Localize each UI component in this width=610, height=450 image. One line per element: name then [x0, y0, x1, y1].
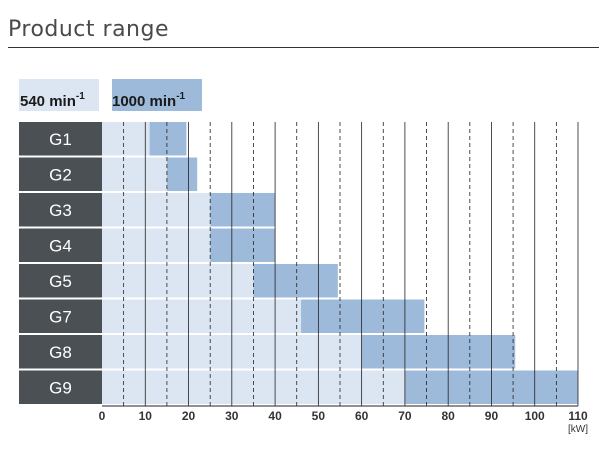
legend-swatch-1000	[112, 79, 202, 111]
bar-g7-series-1	[301, 299, 425, 333]
category-label-g7: G7	[49, 307, 72, 326]
page-title: Product range	[8, 17, 169, 42]
category-box-g2	[19, 157, 102, 191]
bar-g5-series-1	[253, 264, 338, 298]
tick-label-110: 110	[568, 409, 588, 423]
bar-g4-series-1	[210, 228, 276, 262]
category-label-g2: G2	[49, 165, 72, 184]
legend-label-1000: 1000 min-1	[112, 91, 186, 110]
category-box-g3	[19, 193, 102, 227]
category-box-g5	[19, 264, 102, 298]
bar-g4-series-0	[102, 228, 211, 262]
category-label-g9: G9	[49, 378, 72, 397]
tick-label-40: 40	[268, 409, 282, 423]
legend-label-1000-text: 1000 min	[112, 93, 177, 110]
tick-label-60: 60	[355, 409, 369, 423]
legend-swatch-540	[19, 79, 99, 111]
category-label-g1: G1	[49, 130, 72, 149]
category-box-g9	[19, 370, 102, 404]
category-box-g8	[19, 335, 102, 369]
x-unit-label: [kW]	[568, 424, 588, 435]
bar-g3-series-0	[102, 193, 211, 227]
category-label-g5: G5	[49, 272, 72, 291]
bar-g2-series-0	[102, 157, 167, 191]
bar-g5-series-0	[102, 264, 254, 298]
tick-label-30: 30	[225, 409, 239, 423]
bar-g1-series-0	[102, 122, 150, 156]
bar-g1-series-1	[149, 122, 187, 156]
tick-label-70: 70	[398, 409, 412, 423]
tick-label-10: 10	[139, 409, 153, 423]
category-box-g7	[19, 299, 102, 333]
tick-label-50: 50	[312, 409, 326, 423]
title-divider	[8, 47, 599, 48]
category-label-g4: G4	[49, 236, 72, 255]
bar-g3-series-1	[210, 193, 276, 227]
tick-label-100: 100	[525, 409, 545, 423]
legend-label-1000-sup: -1	[176, 91, 186, 102]
category-label-g8: G8	[49, 343, 72, 362]
category-box-g1	[19, 122, 102, 156]
tick-label-0: 0	[99, 409, 106, 423]
tick-label-90: 90	[485, 409, 499, 423]
tick-label-80: 80	[442, 409, 456, 423]
legend-label-540: 540 min-1	[20, 91, 85, 110]
bar-g7-series-0	[102, 299, 302, 333]
bar-g8-series-1	[361, 335, 516, 369]
legend-label-540-sup: -1	[75, 91, 85, 102]
tick-label-20: 20	[182, 409, 196, 423]
legend-label-540-text: 540 min	[20, 93, 76, 110]
bar-g2-series-1	[166, 157, 198, 191]
category-label-g3: G3	[49, 201, 72, 220]
category-box-g4	[19, 228, 102, 262]
